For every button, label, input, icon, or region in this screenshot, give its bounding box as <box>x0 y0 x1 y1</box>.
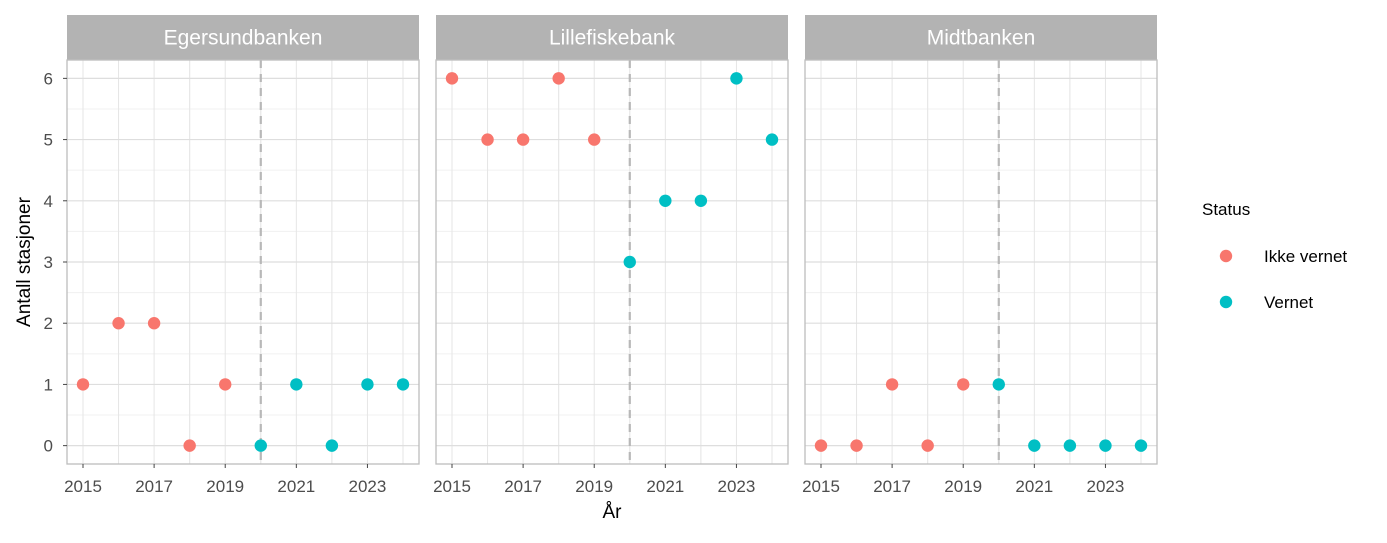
y-tick-label: 4 <box>44 192 53 211</box>
facet-strip <box>436 15 788 60</box>
facet-panel: Lillefiskebank 2015 2017 2019 2021 2023 <box>433 15 789 496</box>
data-point <box>957 378 970 391</box>
legend-entries: Ikke vernet Vernet <box>1219 247 1347 312</box>
data-point <box>445 72 459 85</box>
facet-title: Midtbanken <box>927 27 1036 50</box>
data-point <box>659 194 672 207</box>
facet-strip <box>67 15 419 60</box>
y-tick-label: 6 <box>44 69 53 88</box>
y-tick-label: 5 <box>44 131 53 150</box>
legend-title: Status <box>1202 200 1250 219</box>
x-tick-label: 2017 <box>873 477 911 496</box>
x-tick-label: 2015 <box>64 477 102 496</box>
x-tick-label: 2019 <box>575 477 613 496</box>
x-tick-label: 2017 <box>504 477 542 496</box>
data-point <box>1134 439 1148 452</box>
x-tick-label: 2015 <box>802 477 840 496</box>
panel-border <box>435 59 789 465</box>
data-point <box>588 133 601 146</box>
data-point <box>552 72 565 85</box>
data-point <box>76 378 90 391</box>
x-tick-label: 2017 <box>135 477 173 496</box>
y-tick-label: 0 <box>44 437 53 456</box>
data-point <box>730 72 743 85</box>
x-tick-label: 2023 <box>718 477 756 496</box>
data-point <box>1028 439 1041 452</box>
x-tick-label: 2023 <box>1087 477 1125 496</box>
data-point <box>219 378 232 391</box>
legend-label: Vernet <box>1264 293 1313 312</box>
x-tick-label: 2021 <box>277 477 315 496</box>
data-point <box>1063 439 1077 452</box>
data-point <box>814 439 828 452</box>
facet-strip <box>805 15 1157 60</box>
x-tick-label: 2023 <box>349 477 387 496</box>
x-axis-title: År <box>603 502 623 523</box>
panels-layer: Egersundbanken 2015 2017 2019 2021 2023 0 1 2 3 4 5… <box>44 15 1158 496</box>
x-tick-label: 2019 <box>944 477 982 496</box>
facet-title: Egersundbanken <box>164 27 323 50</box>
data-point <box>516 133 530 146</box>
x-tick-label: 2019 <box>206 477 244 496</box>
data-point <box>254 439 267 452</box>
data-point <box>396 378 410 391</box>
y-tick-label: 2 <box>44 314 53 333</box>
data-point <box>290 378 303 391</box>
x-tick-label: 2021 <box>646 477 684 496</box>
data-point <box>921 439 934 452</box>
legend-key <box>1219 295 1233 309</box>
data-point <box>325 439 339 452</box>
data-point <box>112 317 125 330</box>
legend: Status Ikke vernet Vernet <box>1202 200 1347 312</box>
y-tick-label: 1 <box>44 375 53 394</box>
data-point <box>361 378 374 391</box>
data-point <box>992 378 1005 391</box>
panel-border <box>804 59 1158 465</box>
data-point <box>885 378 899 391</box>
y-axis-title: Antall stasjoner <box>14 196 35 327</box>
legend-label: Ikke vernet <box>1264 247 1347 266</box>
x-tick-label: 2015 <box>433 477 471 496</box>
data-point <box>147 317 161 330</box>
data-point <box>183 439 196 452</box>
legend-key <box>1219 249 1233 263</box>
data-point <box>765 133 779 146</box>
data-point <box>623 255 636 269</box>
data-point <box>1099 439 1112 452</box>
data-point <box>850 439 863 452</box>
facet-panel: Egersundbanken 2015 2017 2019 2021 2023 0 1 2 3 4 5… <box>44 15 420 496</box>
y-tick-label: 3 <box>44 253 53 272</box>
data-point <box>481 133 494 146</box>
x-tick-label: 2021 <box>1015 477 1053 496</box>
data-point <box>694 194 708 207</box>
facet-panel: Midtbanken 2015 2017 2019 2021 2023 <box>802 15 1158 496</box>
facet-title: Lillefiskebank <box>549 27 676 50</box>
